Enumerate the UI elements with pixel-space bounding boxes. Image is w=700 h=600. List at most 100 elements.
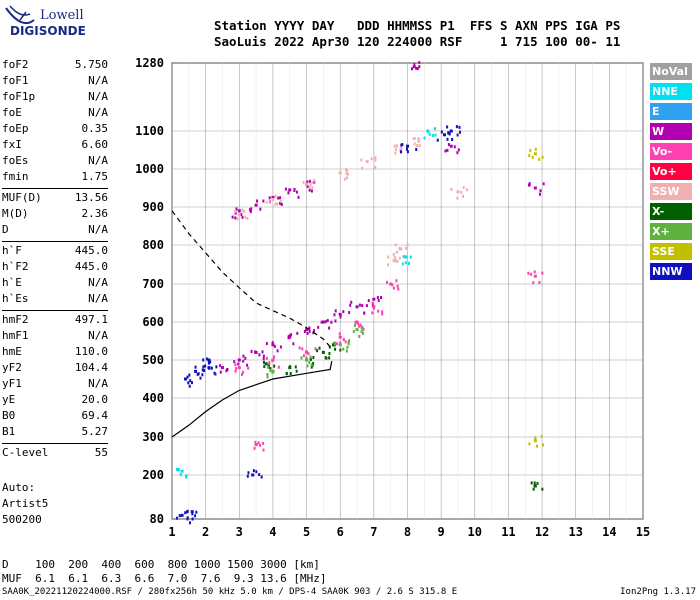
- trace-pixel: [348, 311, 351, 315]
- trace-pixel: [235, 207, 238, 211]
- trace-pixel: [344, 340, 347, 344]
- data-point-x: [355, 328, 359, 332]
- trace-pixel: [312, 355, 315, 359]
- trace-pixel: [406, 243, 409, 247]
- trace-pixel: [532, 281, 535, 285]
- trace-pixel: [241, 215, 244, 219]
- param-value: 445.0: [74, 244, 108, 257]
- trace-pixel: [396, 259, 399, 263]
- trace-pixel: [306, 180, 309, 184]
- y-tick-label: 500: [142, 353, 164, 367]
- x-tick-label: 15: [636, 525, 650, 539]
- data-point-x: [321, 350, 325, 354]
- param-row-b0: B0 69.4: [2, 409, 108, 425]
- trace-pixel: [276, 202, 279, 206]
- trace-pixel: [381, 312, 384, 316]
- trace-pixel: [215, 365, 218, 369]
- trace-pixel: [284, 187, 287, 191]
- trace-pixel: [262, 441, 265, 445]
- trace-pixel: [242, 359, 245, 363]
- trace-pixel: [234, 210, 237, 214]
- data-point-w: [237, 358, 241, 362]
- trace-pixel: [259, 207, 262, 211]
- param-separator: [2, 241, 108, 242]
- trace-pixel: [343, 177, 346, 181]
- trace-pixel: [540, 435, 543, 439]
- param-name: yE: [2, 393, 16, 406]
- trace-pixel: [202, 358, 205, 362]
- param-row-hmf2: hmF2 497.1: [2, 313, 108, 329]
- y-tick-label: 800: [142, 238, 164, 252]
- param-value: N/A: [88, 223, 108, 236]
- param-value: N/A: [88, 329, 108, 342]
- trace-pixel: [263, 365, 266, 369]
- trace-pixel: [186, 516, 189, 520]
- param-value: 2.36: [81, 207, 109, 220]
- x-tick-label: 3: [236, 525, 243, 539]
- data-point-x: [338, 343, 342, 347]
- legend-item-nnw: NNW: [650, 263, 692, 280]
- trace-pixel: [246, 474, 249, 478]
- trace-pixel: [393, 144, 396, 148]
- trace-pixel: [246, 216, 249, 220]
- trace-pixel: [219, 370, 222, 374]
- trace-pixel: [225, 369, 228, 373]
- trace-pixel: [395, 279, 398, 283]
- trace-pixel: [379, 296, 382, 300]
- dish-icon: [5, 5, 35, 24]
- trace-pixel: [318, 346, 321, 350]
- trace-pixel: [362, 327, 365, 331]
- trace-pixel: [339, 341, 342, 345]
- trace-pixel: [411, 67, 414, 71]
- param-value: 110.0: [74, 345, 108, 358]
- param-value: N/A: [88, 154, 108, 167]
- trace-pixel: [387, 263, 390, 267]
- trace-pixel: [234, 211, 237, 215]
- trace-pixel: [374, 158, 377, 162]
- trace-pixel: [339, 315, 342, 319]
- trace-pixel: [532, 487, 535, 491]
- y-axis-ticks: 80 200 300 400 500 600 700 800 900 1000 1100 1280: [135, 56, 164, 526]
- trace-pixel: [528, 153, 531, 157]
- param-name: fmin: [2, 170, 29, 183]
- trace-pixel: [415, 66, 418, 70]
- trace-pixel: [234, 369, 237, 373]
- trace-pixel: [248, 208, 251, 212]
- trace-pixel: [316, 349, 319, 353]
- trace-pixel: [311, 181, 314, 185]
- data-point-ssw: [237, 213, 241, 217]
- trace-pixel: [427, 130, 430, 134]
- param-value: 1.75: [81, 170, 109, 183]
- trace-pixel: [385, 280, 388, 284]
- trace-pixel: [345, 171, 348, 175]
- trace-pixel: [210, 366, 213, 370]
- data-point-w: [355, 305, 359, 309]
- trace-pixel: [328, 326, 331, 330]
- param-row-fxi: fxI 6.60: [2, 138, 108, 154]
- trace-pixel: [541, 271, 544, 275]
- y-tick-label: 200: [142, 468, 164, 482]
- trace-pixel: [460, 190, 463, 194]
- trace-pixel: [346, 172, 349, 176]
- param-name: foF1p: [2, 90, 36, 103]
- trace-pixel: [395, 147, 398, 151]
- trace-pixel: [392, 286, 395, 290]
- trace-pixel: [306, 184, 309, 188]
- data-point-w: [533, 186, 537, 190]
- trace-pixel: [255, 470, 258, 474]
- x-tick-label: 2: [202, 525, 209, 539]
- trace-pixel: [313, 329, 316, 333]
- trace-pixel: [310, 189, 313, 193]
- trace-pixel: [247, 471, 250, 475]
- trace-pixel: [302, 354, 305, 358]
- trace-pixel: [374, 165, 377, 169]
- param-row-yf1: yF1 N/A: [2, 377, 108, 393]
- trace-pixel: [269, 367, 272, 371]
- y-tick-label: 700: [142, 277, 164, 291]
- data-point-w: [271, 196, 275, 199]
- trace-pixel: [395, 250, 398, 254]
- chart-points: [175, 61, 545, 525]
- scaled-parameters-panel: foF2 5.750 foF1 N/A foF1p N/A foE N/A foEp 0.35 fx…: [2, 58, 108, 462]
- trace-pixel: [528, 182, 531, 186]
- param-name: fxI: [2, 138, 22, 151]
